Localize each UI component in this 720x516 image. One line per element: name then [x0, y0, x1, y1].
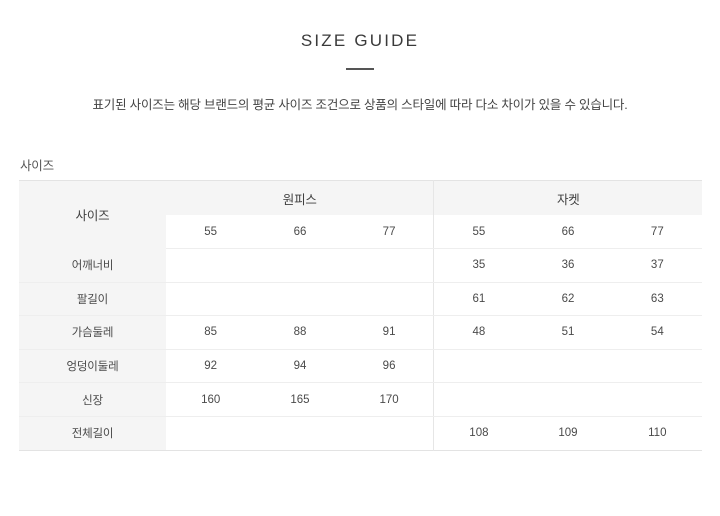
cell-jacket-66: 36 [523, 248, 613, 283]
cell-jacket-55 [433, 382, 524, 417]
row-label-hip: 엉덩이둘레 [19, 349, 166, 384]
table-row: 팔길이 61 62 63 [19, 282, 702, 317]
table-body: 어깨너비 35 36 37 팔길이 61 62 63 가슴둘레 85 8 [19, 248, 702, 451]
cell-jacket-55 [433, 349, 524, 384]
cell-dress-55 [166, 416, 256, 451]
table-row: 가슴둘레 85 88 91 48 51 54 [19, 315, 702, 350]
cell-jacket-55: 61 [433, 282, 524, 317]
size-header-jacket-77: 77 [612, 215, 702, 249]
page-title: SIZE GUIDE [300, 31, 420, 50]
cell-dress-66 [255, 282, 345, 317]
row-label-height: 신장 [19, 382, 166, 417]
table-head: 사이즈 원피스 자켓 55 66 77 55 66 77 [19, 180, 702, 249]
size-guide-description: 표기된 사이즈는 해당 브랜드의 평균 사이즈 조건으로 상품의 스타일에 따라… [92, 98, 628, 112]
cell-dress-77: 91 [344, 315, 434, 350]
cell-dress-77 [344, 282, 434, 317]
page-header: SIZE GUIDE 표기된 사이즈는 해당 브랜드의 평균 사이즈 조건으로 … [0, 0, 720, 114]
cell-jacket-66: 109 [523, 416, 613, 451]
size-header-dress-66: 66 [255, 215, 345, 249]
cell-dress-66: 94 [255, 349, 345, 384]
cell-jacket-66: 62 [523, 282, 613, 317]
cell-jacket-77: 110 [612, 416, 702, 451]
size-guide-table: 사이즈 원피스 자켓 55 66 77 55 66 77 어깨너비 35 36 [19, 180, 702, 451]
cell-jacket-55: 108 [433, 416, 524, 451]
cell-jacket-77: 54 [612, 315, 702, 350]
row-label-sleeve-length: 팔길이 [19, 282, 166, 317]
table-row: 엉덩이둘레 92 94 96 [19, 349, 702, 384]
cell-dress-77: 96 [344, 349, 434, 384]
cell-dress-66: 88 [255, 315, 345, 350]
group-header-jacket: 자켓 [433, 180, 702, 215]
cell-dress-55 [166, 248, 256, 283]
cell-dress-55: 160 [166, 382, 256, 417]
cell-jacket-77 [612, 382, 702, 417]
size-header-jacket-55: 55 [433, 215, 524, 249]
cell-dress-55: 92 [166, 349, 256, 384]
cell-dress-66 [255, 416, 345, 451]
cell-dress-77 [344, 248, 434, 283]
cell-dress-77 [344, 416, 434, 451]
cell-dress-66 [255, 248, 345, 283]
cell-jacket-55: 35 [433, 248, 524, 283]
section-label-size: 사이즈 [20, 159, 54, 173]
row-label-total-length: 전체길이 [19, 416, 166, 451]
table-group-header-row: 사이즈 원피스 자켓 [19, 180, 702, 249]
cell-dress-55 [166, 282, 256, 317]
cell-jacket-77 [612, 349, 702, 384]
cell-jacket-66: 51 [523, 315, 613, 350]
size-header-dress-55: 55 [166, 215, 256, 249]
table-row: 신장 160 165 170 [19, 382, 702, 417]
cell-jacket-77: 63 [612, 282, 702, 317]
table-size-header-row: 55 66 77 55 66 77 [19, 215, 702, 249]
size-header-jacket-66: 66 [523, 215, 613, 249]
table-row: 어깨너비 35 36 37 [19, 248, 702, 283]
cell-jacket-66 [523, 349, 613, 384]
row-label-shoulder-width: 어깨너비 [19, 248, 166, 283]
cell-jacket-77: 37 [612, 248, 702, 283]
group-header-dress: 원피스 [166, 180, 434, 215]
size-header-dress-77: 77 [344, 215, 434, 249]
cell-dress-77: 170 [344, 382, 434, 417]
cell-dress-66: 165 [255, 382, 345, 417]
cell-jacket-66 [523, 382, 613, 417]
cell-dress-55: 85 [166, 315, 256, 350]
title-divider [346, 68, 374, 70]
cell-jacket-55: 48 [433, 315, 524, 350]
table-row: 전체길이 108 109 110 [19, 416, 702, 451]
row-label-chest: 가슴둘레 [19, 315, 166, 350]
size-table-container: 사이즈 원피스 자켓 55 66 77 55 66 77 어깨너비 35 36 [19, 180, 702, 451]
table-corner-label: 사이즈 [19, 180, 166, 249]
